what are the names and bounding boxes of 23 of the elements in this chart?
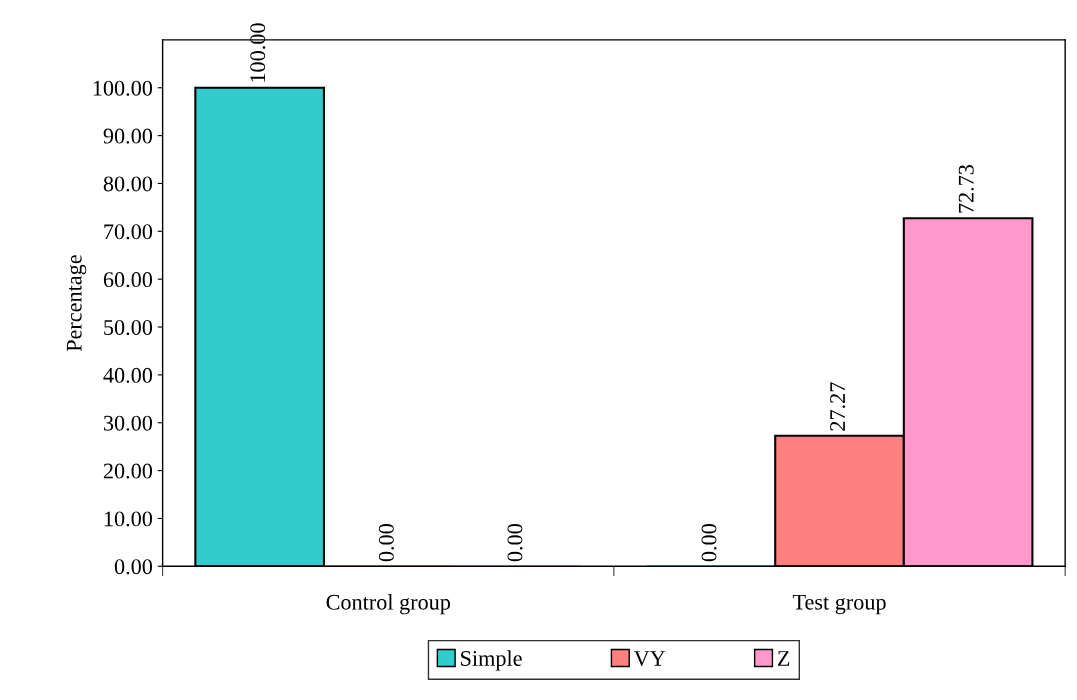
y-tick-label: 80.00: [103, 176, 153, 192]
y-tick-label: 20.00: [103, 463, 153, 479]
x-tick-label: Control group: [326, 594, 451, 615]
y-tick-label: 10.00: [104, 511, 153, 527]
x-tick-label: Test group: [792, 594, 886, 615]
y-tick-label: 40.00: [103, 367, 153, 383]
legend-label: Simple: [461, 650, 522, 671]
y-tick-label: 70.00: [104, 224, 153, 240]
y-tick-label: 30.00: [103, 415, 153, 431]
y-tick-label: 90.00: [103, 128, 153, 144]
legend-label: Z: [777, 651, 790, 666]
y-tick-label: 100.00: [93, 80, 153, 96]
data-label: 0.00: [701, 524, 717, 562]
data-label: 100.00: [250, 23, 266, 82]
y-axis-title: Percentage: [66, 255, 87, 352]
y-tick-label: 0.00: [114, 559, 153, 575]
data-label: 0.00: [507, 524, 523, 562]
data-label: 27.27: [830, 382, 846, 431]
legend-label: VY: [633, 651, 666, 667]
y-tick-label: 60.00: [103, 272, 153, 288]
y-tick-label: 50.00: [104, 319, 153, 336]
data-label: 72.73: [958, 164, 974, 213]
data-label: 0.00: [378, 524, 394, 562]
